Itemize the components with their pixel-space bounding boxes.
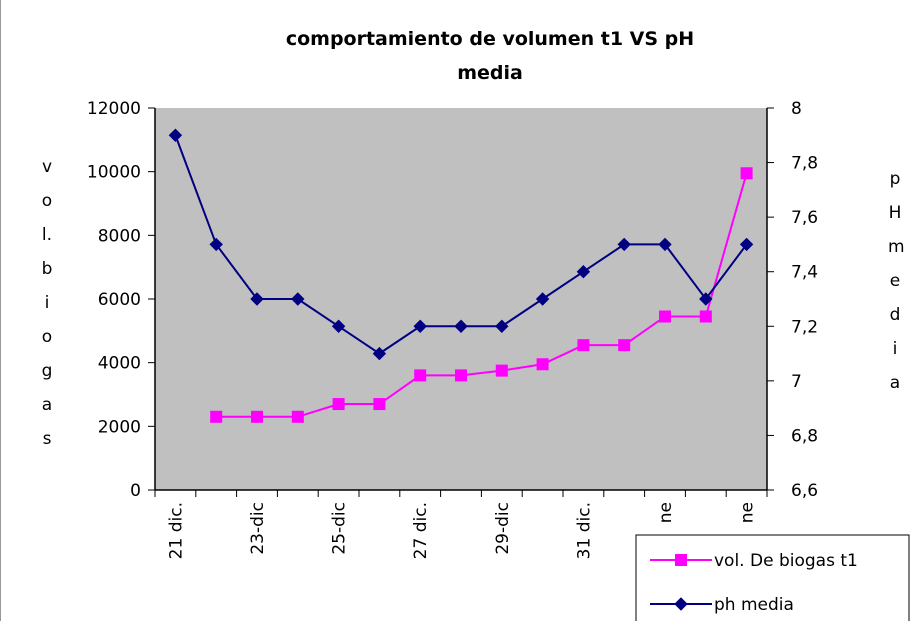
y2-tick-label: 7,4: [791, 263, 818, 283]
x-tick-label: ne: [738, 502, 758, 523]
point: [331, 319, 346, 333]
point: [332, 398, 345, 411]
y-tick-label: 2000: [98, 417, 141, 437]
plot-area: [155, 108, 767, 490]
point: [413, 319, 427, 333]
y-tick-label: 4000: [98, 354, 141, 374]
point: [414, 369, 427, 382]
point: [699, 310, 712, 323]
y2-tick-label: 7,8: [791, 154, 818, 174]
series-line: [216, 172, 748, 418]
y-tick-label: 0: [130, 481, 141, 501]
point: [659, 310, 671, 323]
x-tick-label: 25-dic: [330, 502, 350, 555]
x-tick-label: ne: [656, 502, 676, 523]
point: [699, 292, 713, 306]
y-tick-label: 8000: [98, 226, 141, 246]
point: [291, 410, 304, 423]
y2-tick-label: 8: [791, 99, 802, 119]
legend-marker: [675, 554, 687, 566]
point: [536, 358, 549, 371]
point: [495, 364, 508, 377]
point: [210, 410, 223, 423]
y-axis-label: vol. biogas: [41, 157, 53, 449]
y-tick-label: 6000: [98, 290, 141, 310]
legend-marker: [674, 597, 688, 611]
x-tick-label: 21 dic.: [166, 502, 186, 559]
point: [251, 410, 263, 423]
x-tick-label: 23-dic: [248, 502, 268, 555]
x-tick-label: 29-dic: [493, 502, 513, 555]
point: [250, 292, 264, 306]
point: [168, 128, 183, 142]
point: [739, 237, 754, 252]
point: [373, 398, 386, 411]
y2-tick-label: 6,6: [791, 481, 818, 501]
point: [209, 237, 223, 252]
point: [372, 346, 387, 361]
point: [291, 292, 305, 306]
point: [618, 339, 631, 352]
y2-tick-label: 6,8: [791, 426, 818, 446]
legend-label: ph media: [714, 595, 794, 615]
point: [454, 319, 468, 333]
y2-axis-label: pH media: [888, 169, 905, 393]
point: [535, 292, 550, 306]
chart-title: comportamiento de volumen t1 VS pH media: [285, 28, 695, 84]
legend-label: vol. De biogas t1: [714, 551, 858, 571]
point: [617, 237, 631, 252]
y2-tick-label: 7,2: [791, 317, 818, 337]
y-tick-label: 10000: [87, 163, 141, 183]
point: [658, 237, 672, 252]
point: [455, 369, 467, 382]
point: [577, 339, 590, 352]
x-tick-label: 27 dic.: [411, 502, 431, 559]
point: [576, 265, 591, 279]
point: [740, 167, 753, 180]
x-tick-label: 31 dic.: [574, 502, 594, 559]
y-tick-label: 12000: [87, 99, 141, 119]
y2-tick-label: 7,6: [791, 208, 818, 228]
y2-tick-label: 7: [791, 372, 802, 392]
point: [495, 319, 509, 333]
